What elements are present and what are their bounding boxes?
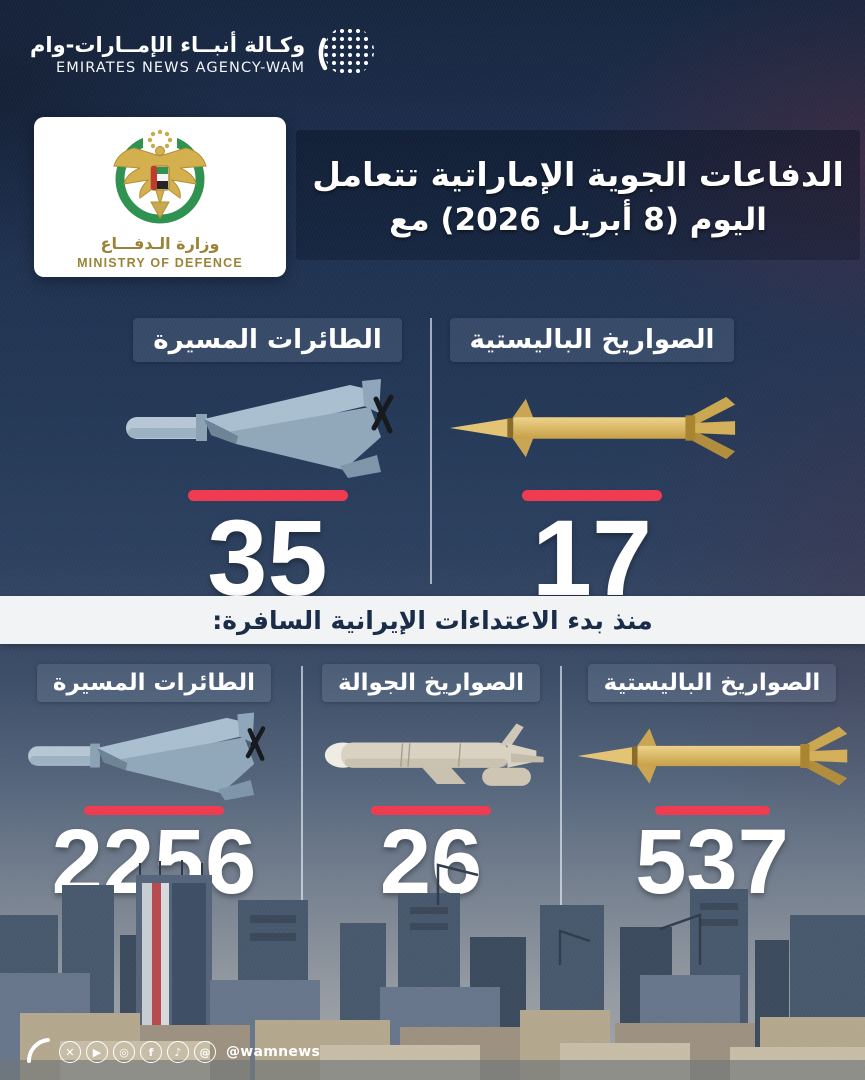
headline-line-1: الدفاعات الجوية الإماراتية تتعامل: [312, 154, 844, 194]
wam-swoosh-icon: [26, 1037, 52, 1067]
since-cruise-column: الصواريخ الجوالة 26: [308, 664, 554, 913]
agency-name-english: EMIRATES NEWS AGENCY-WAM: [56, 59, 306, 76]
accent-bar: [84, 806, 224, 815]
category-label-drones: الطائرات المسيرة: [133, 318, 402, 362]
drone-icon: [21, 706, 287, 806]
headline-line-2: اليوم (8 أبريل 2026) مع: [389, 201, 767, 238]
ministry-of-defence-card: وزارة الـدفـــاع MINISTRY OF DEFENCE: [34, 117, 286, 277]
social-handle[interactable]: @wamnews: [226, 1044, 321, 1060]
agency-name-arabic: وكـالة أنبــاء الإمــارات-وام: [30, 32, 306, 57]
accent-bar: [522, 490, 662, 501]
cruise-total-count: 26: [379, 811, 483, 913]
accent-bar: [654, 806, 770, 815]
category-label-ballistic: الصواريخ الباليستية: [449, 318, 735, 362]
ministry-name-english: MINISTRY OF DEFENCE: [77, 256, 243, 270]
x-icon[interactable]: ✕: [59, 1041, 81, 1063]
today-ballistic-column: الصواريخ الباليستية 17: [442, 318, 742, 618]
since-note-text: منذ بدء الاعتداءات الإيرانية السافرة:: [212, 605, 653, 635]
category-label-drones: الطائرات المسيرة: [36, 664, 272, 702]
today-drones-column: الطائرات المسيرة 35: [95, 318, 440, 618]
threads-icon[interactable]: @: [194, 1041, 216, 1063]
wam-logo: وكـالة أنبــاء الإمــارات-وام EMIRATES N…: [30, 20, 379, 88]
ballistic-missile-icon: [446, 368, 738, 488]
category-label-ballistic: الصواريخ الباليستية: [587, 664, 837, 702]
column-divider: [560, 666, 562, 916]
instagram-icon[interactable]: ◎: [113, 1041, 135, 1063]
column-divider: [301, 666, 303, 916]
since-drones-column: الطائرات المسيرة 2256: [18, 664, 290, 908]
cruise-missile-icon: [314, 706, 549, 806]
accent-bar: [187, 490, 348, 501]
social-bar: ✕ ▶ ◎ f ♪ @ @wamnews: [26, 1037, 320, 1067]
youtube-icon[interactable]: ▶: [86, 1041, 108, 1063]
facebook-icon[interactable]: f: [140, 1041, 162, 1063]
ballistic-today-count: 17: [531, 497, 653, 618]
since-note-band: منذ بدء الاعتداءات الإيرانية السافرة:: [0, 596, 865, 644]
category-label-cruise: الصواريخ الجوالة: [322, 664, 540, 702]
accent-bar: [371, 806, 491, 815]
ballistic-missile-icon: [574, 706, 850, 806]
city-skyline-illustration: [0, 845, 865, 1080]
wam-globe-icon: [315, 20, 379, 88]
drone-icon: [118, 368, 418, 488]
headline: الدفاعات الجوية الإماراتية تتعامل اليوم …: [296, 130, 860, 260]
mod-emblem-icon: [85, 124, 235, 232]
drones-today-count: 35: [207, 497, 328, 618]
column-divider: [430, 318, 432, 584]
ministry-name-arabic: وزارة الـدفـــاع: [100, 234, 220, 253]
tiktok-icon[interactable]: ♪: [167, 1041, 189, 1063]
